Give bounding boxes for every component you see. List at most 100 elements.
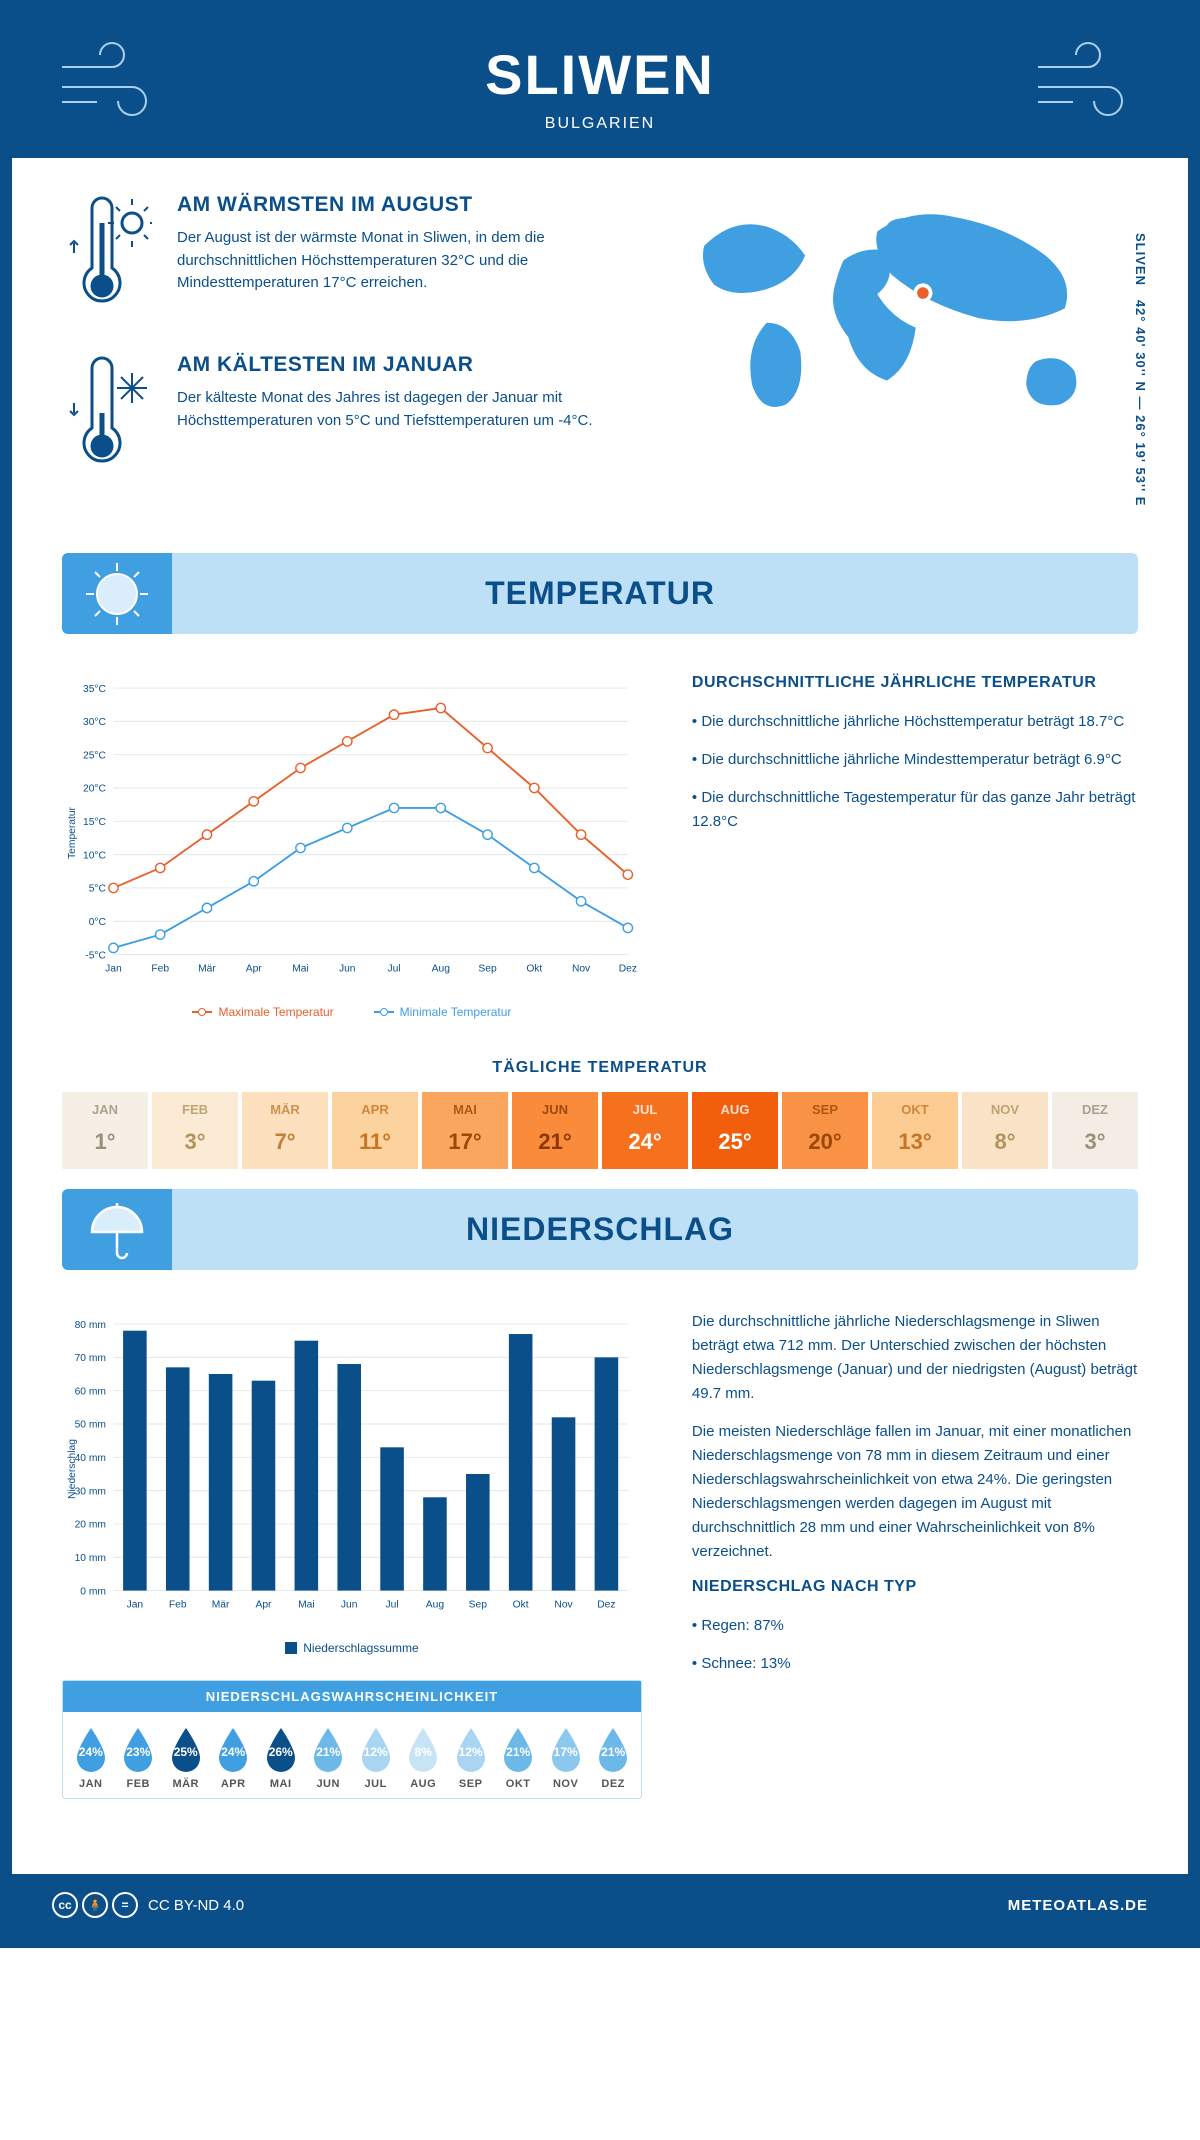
daily-temp-cell: NOV8°	[962, 1092, 1048, 1169]
sun-icon	[62, 553, 172, 634]
map-col: SLIVEN 42° 40' 30'' N — 26° 19' 53'' E	[645, 193, 1138, 513]
bar-chart: 0 mm10 mm20 mm30 mm40 mm50 mm60 mm70 mm8…	[62, 1310, 642, 1628]
temp-bullet: • Die durchschnittliche jährliche Mindes…	[692, 748, 1138, 772]
svg-text:Jan: Jan	[105, 963, 122, 974]
svg-text:Apr: Apr	[255, 1599, 272, 1610]
svg-text:15°C: 15°C	[83, 817, 107, 828]
svg-text:Okt: Okt	[526, 963, 542, 974]
svg-text:Jun: Jun	[341, 1599, 358, 1610]
svg-text:Feb: Feb	[151, 963, 169, 974]
warmest-text: Der August ist der wärmste Monat in Sliw…	[177, 227, 605, 295]
svg-text:Nov: Nov	[572, 963, 591, 974]
temperature-text: DURCHSCHNITTLICHE JÄHRLICHE TEMPERATUR •…	[692, 674, 1138, 1019]
license-block: cc 🧍 = CC BY-ND 4.0	[52, 1892, 244, 1918]
section-precipitation: NIEDERSCHLAG	[62, 1189, 1138, 1270]
svg-text:Aug: Aug	[432, 963, 451, 974]
svg-text:Feb: Feb	[169, 1599, 187, 1610]
svg-text:20 mm: 20 mm	[75, 1520, 106, 1531]
coldest-title: AM KÄLTESTEN IM JANUAR	[177, 353, 605, 377]
content: AM WÄRMSTEN IM AUGUST Der August ist der…	[12, 158, 1188, 1874]
wind-icon	[52, 42, 172, 122]
svg-text:Niederschlag: Niederschlag	[67, 1439, 78, 1499]
svg-text:Jun: Jun	[339, 963, 356, 974]
precip-type-bullet: • Regen: 87%	[692, 1614, 1138, 1638]
svg-text:Mär: Mär	[212, 1599, 230, 1610]
svg-text:10°C: 10°C	[83, 850, 107, 861]
precip-prob-cell: 25%MÄR	[162, 1724, 209, 1790]
precipitation-text: Die durchschnittliche jährliche Niedersc…	[692, 1310, 1138, 1799]
section-precipitation-title: NIEDERSCHLAG	[466, 1211, 734, 1247]
precip-type-bullet: • Schnee: 13%	[692, 1652, 1138, 1676]
temp-bullet: • Die durchschnittliche Tagestemperatur …	[692, 786, 1138, 834]
svg-text:Sep: Sep	[469, 1599, 488, 1610]
by-icon: 🧍	[82, 1892, 108, 1918]
precip-probability-panel: NIEDERSCHLAGSWAHRSCHEINLICHKEIT 24%JAN23…	[62, 1680, 642, 1799]
svg-text:Sep: Sep	[478, 963, 497, 974]
svg-text:Mai: Mai	[292, 963, 309, 974]
precip-type-heading: NIEDERSCHLAG NACH TYP	[692, 1578, 1138, 1596]
cc-icon: cc	[52, 1892, 78, 1918]
temp-text-heading: DURCHSCHNITTLICHE JÄHRLICHE TEMPERATUR	[692, 674, 1138, 692]
city-title: SLIWEN	[32, 42, 1168, 107]
precip-prob-cell: 17%NOV	[542, 1724, 589, 1790]
temperature-row: -5°C0°C5°C10°C15°C20°C25°C30°C35°CJanFeb…	[62, 674, 1138, 1019]
svg-text:Okt: Okt	[513, 1599, 529, 1610]
intro-text-col: AM WÄRMSTEN IM AUGUST Der August ist der…	[62, 193, 605, 513]
daily-temp-cell: MÄR7°	[242, 1092, 328, 1169]
svg-text:10 mm: 10 mm	[75, 1553, 106, 1564]
country-subtitle: BULGARIEN	[32, 115, 1168, 133]
precip-prob-cell: 21%JUN	[304, 1724, 352, 1790]
daily-temp-title: TÄGLICHE TEMPERATUR	[62, 1059, 1138, 1077]
precip-legend: Niederschlagssumme	[62, 1641, 642, 1655]
svg-text:Aug: Aug	[426, 1599, 445, 1610]
daily-temp-table: JAN1°FEB3°MÄR7°APR11°MAI17°JUN21°JUL24°A…	[62, 1092, 1138, 1169]
svg-text:Dez: Dez	[619, 963, 637, 974]
svg-text:30 mm: 30 mm	[75, 1486, 106, 1497]
temp-bullet: • Die durchschnittliche jährliche Höchst…	[692, 710, 1138, 734]
header: SLIWEN BULGARIEN	[12, 12, 1188, 158]
svg-text:Jul: Jul	[386, 1599, 399, 1610]
temp-bullet-list: • Die durchschnittliche jährliche Höchst…	[692, 710, 1138, 834]
coldest-block: AM KÄLTESTEN IM JANUAR Der kälteste Mona…	[62, 353, 605, 478]
svg-text:0 mm: 0 mm	[80, 1586, 106, 1597]
precip-prob-cell: 21%DEZ	[589, 1724, 637, 1790]
svg-text:80 mm: 80 mm	[75, 1320, 106, 1331]
coldest-text: Der kälteste Monat des Jahres ist dagege…	[177, 387, 605, 432]
world-map	[645, 193, 1138, 443]
wind-icon	[1028, 42, 1148, 122]
precip-paragraph: Die meisten Niederschläge fallen im Janu…	[692, 1420, 1138, 1564]
cc-icons: cc 🧍 =	[52, 1892, 138, 1918]
precip-prob-cell: 23%FEB	[114, 1724, 162, 1790]
precip-paragraph: Die durchschnittliche jährliche Niedersc…	[692, 1310, 1138, 1406]
precip-prob-grid: 24%JAN23%FEB25%MÄR24%APR26%MAI21%JUN12%J…	[63, 1712, 641, 1798]
svg-text:Dez: Dez	[597, 1599, 615, 1610]
line-chart: -5°C0°C5°C10°C15°C20°C25°C30°C35°CJanFeb…	[62, 674, 642, 992]
coordinates-label: SLIVEN 42° 40' 30'' N — 26° 19' 53'' E	[1133, 233, 1148, 506]
svg-text:70 mm: 70 mm	[75, 1353, 106, 1364]
svg-text:25°C: 25°C	[83, 750, 107, 761]
precipitation-row: 0 mm10 mm20 mm30 mm40 mm50 mm60 mm70 mm8…	[62, 1310, 1138, 1799]
daily-temp-cell: JAN1°	[62, 1092, 148, 1169]
site-label: METEOATLAS.DE	[1008, 1897, 1148, 1914]
svg-text:35°C: 35°C	[83, 684, 107, 695]
section-temperature: TEMPERATUR	[62, 553, 1138, 634]
precip-prob-cell: 21%OKT	[494, 1724, 542, 1790]
svg-text:Temperatur: Temperatur	[67, 806, 78, 858]
precip-prob-cell: 24%JAN	[67, 1724, 114, 1790]
daily-temp-cell: OKT13°	[872, 1092, 958, 1169]
precip-prob-cell: 24%APR	[209, 1724, 257, 1790]
precip-prob-cell: 12%JUL	[352, 1724, 399, 1790]
precip-prob-cell: 12%SEP	[447, 1724, 494, 1790]
precip-prob-cell: 8%AUG	[399, 1724, 447, 1790]
umbrella-icon	[62, 1189, 172, 1270]
license-label: CC BY-ND 4.0	[148, 1897, 244, 1914]
daily-temp-cell: DEZ3°	[1052, 1092, 1138, 1169]
svg-text:Mai: Mai	[298, 1599, 315, 1610]
footer: cc 🧍 = CC BY-ND 4.0 METEOATLAS.DE	[12, 1874, 1188, 1936]
svg-text:5°C: 5°C	[89, 884, 107, 895]
svg-text:50 mm: 50 mm	[75, 1420, 106, 1431]
daily-temp-cell: MAI17°	[422, 1092, 508, 1169]
daily-temp-cell: APR11°	[332, 1092, 418, 1169]
svg-text:-5°C: -5°C	[85, 950, 106, 961]
precip-type-list: • Regen: 87% • Schnee: 13%	[692, 1614, 1138, 1676]
